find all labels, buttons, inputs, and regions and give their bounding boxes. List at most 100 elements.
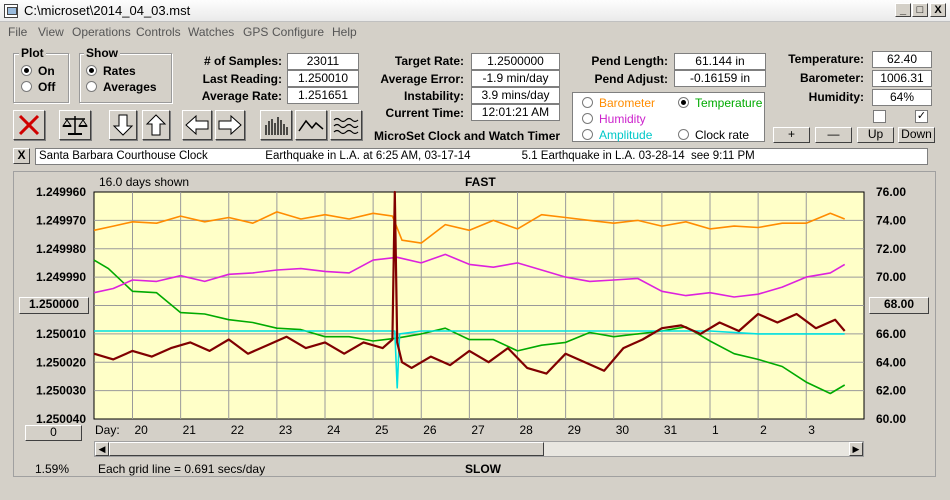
menu-view[interactable]: View	[38, 25, 64, 39]
app-caption: MicroSet Clock and Watch Timer	[374, 129, 561, 143]
show-rates-radio[interactable]	[86, 65, 97, 76]
waveform-button[interactable]	[330, 110, 362, 140]
average-error-label: Average Error:	[380, 72, 464, 86]
amplitude-option: Amplitude	[599, 128, 653, 142]
target-rate-value: 1.2500000	[471, 53, 560, 70]
y-right-tick: 60.00	[876, 412, 906, 426]
arrow-down-icon	[112, 114, 134, 136]
x-tick: 30	[616, 423, 630, 437]
y-right-tick: 70.00	[876, 270, 906, 284]
series-humidity	[93, 253, 846, 298]
barometer-option: Barometer	[599, 96, 656, 110]
target-rate-label: Target Rate:	[394, 54, 464, 68]
humidity-label: Humidity:	[808, 90, 864, 104]
y-right-tick: 72.00	[876, 242, 906, 256]
menu-gps[interactable]: GPS	[243, 25, 269, 39]
left-arrow-button[interactable]	[182, 110, 212, 140]
show-averages-label: Averages	[103, 80, 157, 94]
plot-on-radio[interactable]	[21, 65, 32, 76]
close-window-button[interactable]: X	[930, 3, 946, 17]
menu-controls[interactable]: Controls	[136, 25, 181, 39]
right-arrow-button[interactable]	[215, 110, 245, 140]
scroll-thumb[interactable]	[109, 442, 544, 456]
title-bar: C:\microset\2014_04_03.mst _ □ X	[0, 0, 950, 22]
y-right-tick: 76.00	[876, 185, 906, 199]
show-group	[79, 53, 172, 103]
x-tick: 29	[568, 423, 582, 437]
notes-close-button[interactable]: X	[13, 148, 30, 164]
y-left-tick: 1.249960	[36, 185, 86, 199]
stop-x-icon	[18, 114, 40, 136]
y-left-tick: 1.250020	[36, 355, 86, 369]
instability-value: 3.9 mins/day	[471, 87, 560, 104]
down-arrow-button[interactable]	[109, 110, 137, 140]
humidity-radio[interactable]	[582, 113, 593, 124]
x-tick: 27	[471, 423, 485, 437]
barometer-value: 1006.31	[872, 70, 932, 87]
clock-rate-radio[interactable]	[678, 129, 689, 140]
series-barometer	[93, 211, 845, 244]
stop-button[interactable]	[13, 110, 45, 140]
slow-label: SLOW	[465, 462, 501, 476]
notes-field[interactable]: Santa Barbara Courthouse Clock Earthquak…	[35, 148, 928, 165]
window-title: C:\microset\2014_04_03.mst	[24, 3, 191, 18]
x-tick: 23	[279, 423, 293, 437]
samples-value: 23011	[287, 53, 359, 70]
scroll-value-button[interactable]: 0	[25, 425, 82, 441]
menu-configure[interactable]: Configure	[272, 25, 325, 39]
amplitude-radio[interactable]	[582, 129, 593, 140]
balance-button[interactable]	[59, 110, 91, 140]
y-right-tick: 62.00	[876, 384, 906, 398]
menu-watches[interactable]: Watches	[188, 25, 235, 39]
show-averages-radio[interactable]	[86, 81, 97, 92]
plus-button[interactable]: +	[773, 127, 810, 143]
balance-scale-icon	[62, 116, 88, 135]
maximize-button[interactable]: □	[912, 3, 928, 17]
option-checkbox-1[interactable]	[873, 110, 886, 123]
last-reading-value: 1.250010	[287, 70, 359, 87]
waveform-icon	[333, 117, 359, 135]
y-left-tick: 1.250040	[36, 412, 86, 426]
show-group-title: Show	[84, 46, 120, 60]
center-rate-button[interactable]: 1.250000	[19, 297, 89, 314]
smooth-button[interactable]	[295, 110, 327, 140]
clock-rate-option: Clock rate	[695, 128, 750, 142]
x-tick: 24	[327, 423, 341, 437]
up-button[interactable]: Up	[857, 127, 894, 143]
y-left-tick: 1.250030	[36, 384, 86, 398]
average-rate-label: Average Rate:	[201, 89, 282, 103]
down-button[interactable]: Down	[898, 127, 935, 143]
pend-adjust-label: Pend Adjust:	[594, 72, 668, 86]
scroll-left-icon[interactable]: ◀	[95, 442, 109, 456]
x-tick: 3	[808, 423, 815, 437]
menu-help[interactable]: Help	[332, 25, 357, 39]
y-right-tick: 74.00	[876, 213, 906, 227]
option-checkbox-2[interactable]: ✓	[915, 110, 928, 123]
series-amplitude	[94, 330, 845, 389]
plot-off-radio[interactable]	[21, 81, 32, 92]
center-temp-button[interactable]: 68.00	[869, 297, 929, 314]
sensor-select-box: Barometer Temperature Humidity Amplitude…	[572, 92, 765, 142]
x-axis-label: Day:	[95, 423, 120, 437]
last-reading-label: Last Reading:	[202, 72, 282, 86]
percent-label: 1.59%	[35, 462, 70, 476]
plot-group-title: Plot	[19, 46, 46, 60]
x-tick: 28	[520, 423, 534, 437]
temperature-label: Temperature:	[788, 52, 864, 66]
histogram-button[interactable]	[260, 110, 292, 140]
temperature-radio[interactable]	[678, 97, 689, 108]
barometer-radio[interactable]	[582, 97, 593, 108]
show-rates-label: Rates	[103, 64, 136, 78]
plot-on-label: On	[38, 64, 55, 78]
horizontal-scrollbar[interactable]: ◀ ▶	[94, 441, 864, 457]
instability-label: Instability:	[403, 89, 464, 103]
minus-button[interactable]: —	[815, 127, 852, 143]
current-time-label: Current Time:	[385, 106, 464, 120]
scroll-right-icon[interactable]: ▶	[849, 442, 863, 456]
menu-file[interactable]: File	[8, 25, 28, 39]
humidity-option: Humidity	[599, 112, 646, 126]
smooth-curve-icon	[298, 119, 324, 132]
up-arrow-button[interactable]	[142, 110, 170, 140]
menu-operations[interactable]: Operations	[72, 25, 131, 39]
minimize-button[interactable]: _	[895, 3, 911, 17]
